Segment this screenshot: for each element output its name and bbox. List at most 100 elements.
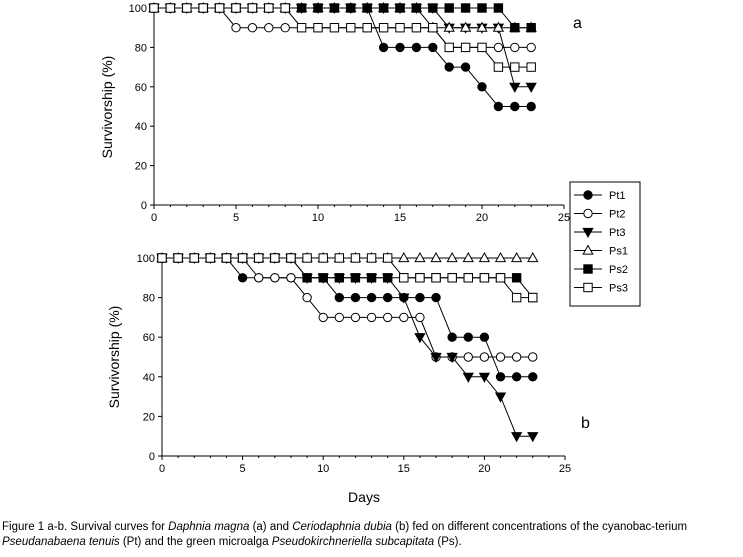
legend-label-ps1: Ps1: [609, 246, 628, 258]
panel-b-point-ps3: [382, 253, 393, 263]
figure-caption: Figure 1 a-b. Survival curves for Daphni…: [2, 520, 741, 550]
panel-b-point-pt2: [270, 273, 280, 283]
panel-b-x-tick-label: 0: [159, 463, 165, 475]
panel-b-point-ps3: [189, 253, 199, 263]
panel-b-series: [156, 251, 539, 443]
panel-b-point-ps3: [350, 253, 361, 263]
panel-a-point-ps3: [460, 42, 471, 53]
panel-b-point-pt1: [447, 332, 457, 342]
panel-a-point-pt2: [231, 23, 241, 33]
panel-b-point-ps2: [302, 273, 312, 283]
panel-a-point-ps3: [182, 3, 192, 13]
panel-a-point-pt2: [247, 23, 258, 33]
panel-a-point-ps3: [526, 62, 536, 72]
panel-a-point-pt3: [525, 82, 537, 93]
panel-a-point-ps3: [395, 23, 405, 33]
panel-b-point-ps2: [382, 273, 393, 283]
legend-marker-pt3: [582, 227, 594, 239]
panel-a-point-ps3: [214, 3, 225, 13]
panel-a-point-ps3: [362, 23, 372, 33]
panel-a-point-pt1: [477, 82, 487, 92]
caption-species-3: Pseudanabaena tenuis: [2, 536, 120, 548]
panel-b-y-tick-label: 40: [143, 372, 155, 384]
panel-b-point-pt2: [334, 312, 345, 323]
panel-a-point-ps2: [428, 3, 438, 13]
legend-marker-pt1: [583, 190, 593, 200]
panel-b-point-pt1: [528, 372, 538, 382]
panel-a-point-ps2: [493, 3, 504, 13]
panel-a-point-pt1: [444, 62, 454, 72]
panel-a-point-ps1: [492, 21, 505, 32]
panel-b-point-ps1: [478, 251, 491, 263]
panel-a-x-tick-label: 15: [394, 212, 406, 224]
panel-b-x-tick-label: 20: [478, 463, 490, 475]
legend-label-ps2: Ps2: [609, 264, 628, 276]
panel-b-point-ps3: [205, 253, 216, 263]
panel-a-point-pt1: [460, 62, 471, 72]
panel-a-ticks: 0 5 10 15 20 25 0 20 40 60 80 100: [129, 3, 570, 224]
panel-b-point-pt2: [366, 312, 377, 323]
panel-a-point-ps3: [346, 23, 356, 33]
panel-b-point-ps1: [430, 251, 442, 263]
legend-label-pt3: Pt3: [609, 227, 626, 239]
panel-b-point-pt2: [479, 352, 490, 362]
panel-b-ticks: 0 5 10 15 20 25 0 20 40 60 80 100: [137, 253, 571, 475]
panel-b-point-ps2: [334, 273, 345, 283]
panel-a-point-ps3: [477, 42, 487, 53]
panel-a-y-tick-label: 0: [141, 200, 147, 212]
panel-a-point-ps3: [428, 23, 438, 33]
panel-b-point-pt1: [415, 292, 425, 303]
panel-b-point-ps3: [399, 273, 409, 283]
panel-a-y-axis-label: Survivorship (%): [99, 56, 115, 159]
panel-a-x-tick-label: 5: [233, 212, 239, 224]
panel-a-point-ps3: [264, 3, 274, 13]
panel-b-point-pt2: [350, 312, 361, 323]
panel-a-point-ps3: [149, 3, 159, 13]
caption-species-2: Ceriodaphnia dubia: [292, 521, 392, 533]
panel-b-point-pt3: [527, 432, 539, 443]
panel-b-point-pt3: [462, 372, 474, 383]
panel-b-y-tick-label: 0: [149, 451, 155, 463]
panel-b-point-ps3: [270, 253, 280, 263]
panel-a-series-line-ps3: [154, 7, 532, 68]
panel-b-point-pt1: [463, 332, 473, 342]
panel-a-y-tick-label: 20: [135, 161, 147, 173]
panel-b-point-pt3: [446, 352, 458, 364]
panel-a-series-line-ps2: [154, 7, 532, 29]
panel-a-point-pt2: [280, 23, 290, 33]
legend-marker-ps1: [582, 244, 594, 255]
panel-b-x-axis-label: Days: [348, 489, 380, 505]
panel-b-x-tick-label: 15: [398, 463, 410, 475]
panel-a-point-ps3: [411, 23, 422, 33]
panel-b-point-pt3: [398, 293, 410, 304]
panel-b-point-ps3: [479, 273, 490, 283]
panel-a-point-ps3: [247, 3, 258, 13]
panel-b-point-pt1: [334, 292, 345, 303]
panel-a-point-ps2: [526, 23, 536, 33]
panel-b-point-pt3: [478, 372, 491, 383]
panel-a-series-line-ps1: [154, 7, 532, 29]
panel-b-point-ps1: [446, 251, 458, 263]
panel-b-point-pt2: [511, 352, 522, 362]
panel-a-point-ps3: [378, 23, 389, 33]
panel-a-letter: a: [573, 15, 582, 32]
legend-label-ps3: Ps3: [609, 283, 628, 295]
panel-b-point-pt1: [495, 372, 506, 382]
panel-b-x-tick-label: 5: [240, 463, 246, 475]
panel-a-point-ps2: [296, 3, 307, 13]
panel-a-x-tick-label: 0: [151, 212, 157, 224]
panel-a-point-ps1: [476, 21, 488, 32]
panel-b-point-ps1: [462, 251, 474, 263]
panel-a-point-ps3: [296, 23, 307, 33]
panel-b-point-pt2: [463, 352, 473, 362]
caption-species-1: Daphnia magna: [168, 521, 250, 533]
panel-b-point-pt2: [399, 312, 409, 323]
panel-a-x-tick-label: 20: [476, 212, 488, 224]
panel-a-point-ps2: [411, 3, 422, 13]
panel-a-point-ps3: [444, 42, 454, 53]
panel-b-y-tick-label: 20: [143, 411, 155, 423]
panel-b-point-ps3: [447, 273, 457, 283]
panel-a-point-ps3: [280, 3, 290, 13]
panel-a-point-ps2: [378, 3, 389, 13]
